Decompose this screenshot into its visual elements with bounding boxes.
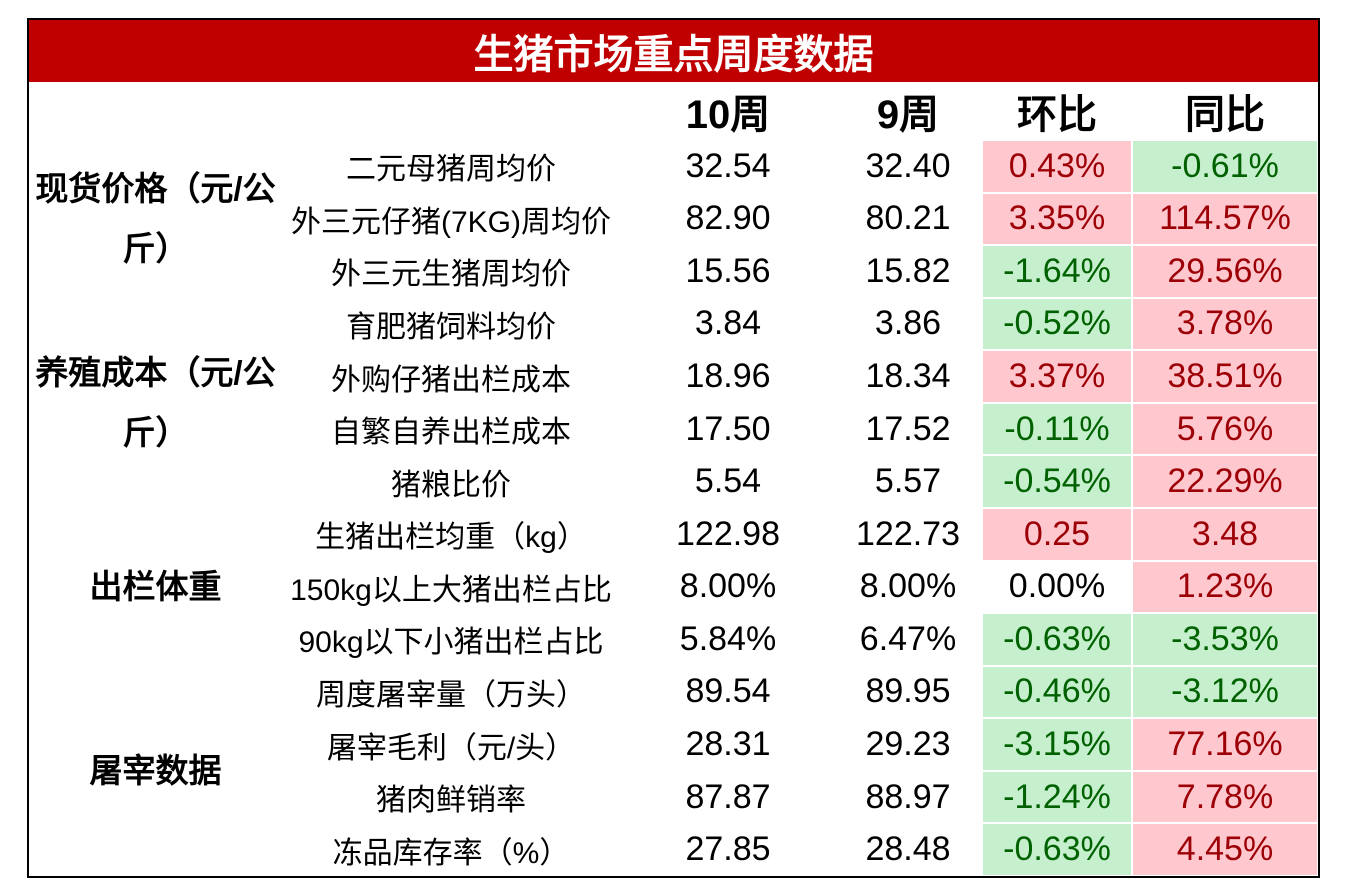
value-cell: 5.57: [874, 462, 942, 501]
change-cell: -0.63%: [982, 823, 1132, 876]
value-cell: 88.97: [865, 777, 951, 816]
change-cell: 3.35%: [982, 192, 1132, 246]
value-cell: 17.50: [685, 409, 771, 448]
table-title: 生猪市场重点周度数据: [29, 20, 1318, 82]
change-cell: -0.54%: [982, 455, 1132, 508]
value-cell: 27.85: [685, 830, 771, 869]
value-cell: 18.96: [685, 357, 771, 396]
column-header: 10周: [685, 93, 771, 137]
value-cell: 28.31: [685, 725, 771, 764]
value-cell: 3.86: [874, 304, 942, 343]
value-cell: 15.82: [865, 251, 951, 290]
change-cell: -1.64%: [982, 245, 1132, 298]
row-name: 外三元仔猪(7KG)周均价: [290, 205, 611, 239]
change-cell: 22.29%: [1132, 455, 1318, 508]
group-label: 现货价格（元/公斤）: [35, 169, 276, 267]
value-cell: 122.73: [856, 514, 960, 553]
row-name: 外三元生猪周均价: [331, 258, 571, 292]
change-cell: 4.45%: [1132, 823, 1318, 876]
change-cell: -3.53%: [1132, 613, 1318, 666]
change-cell: 77.16%: [1132, 718, 1318, 771]
change-cell: 0.43%: [982, 140, 1132, 193]
change-cell: -3.15%: [982, 718, 1132, 771]
value-cell: 17.52: [865, 409, 951, 448]
value-cell: 80.21: [865, 199, 951, 238]
table: 生猪市场重点周度数据 10周 9周 环比 同比二元母猪周均价 32.54 32.40 0.4…: [27, 18, 1320, 878]
change-cell: 5.76%: [1132, 402, 1318, 456]
column-header: 环比: [1017, 93, 1097, 137]
row-name: 90kg以下小猪出栏占比: [298, 626, 604, 660]
change-cell: -3.12%: [1132, 665, 1318, 719]
value-cell: 82.90: [685, 199, 771, 238]
row-name: 生猪出栏均重（kg）: [315, 521, 587, 555]
change-cell: 0.00%: [982, 560, 1132, 614]
row-name: 育肥猪饲料均价: [346, 310, 556, 344]
group-label: 养殖成本（元/公斤）: [35, 353, 276, 451]
row-name: 自繁自养出栏成本: [331, 416, 571, 450]
change-cell: 3.78%: [1132, 297, 1318, 351]
value-cell: 5.54: [694, 462, 762, 501]
value-cell: 89.95: [865, 672, 951, 711]
value-cell: 3.84: [694, 304, 762, 343]
value-cell: 89.54: [685, 672, 771, 711]
change-cell: -0.46%: [982, 665, 1132, 719]
column-header: 同比: [1185, 93, 1265, 137]
value-cell: 6.47%: [859, 619, 957, 658]
group-label: 屠宰数据: [89, 751, 222, 789]
row-name: 猪肉鲜销率: [376, 784, 526, 818]
row-name: 外购仔猪出栏成本: [331, 363, 571, 397]
value-cell: 29.23: [865, 725, 951, 764]
change-cell: -0.61%: [1132, 140, 1318, 193]
value-cell: 18.34: [865, 357, 951, 396]
change-cell: 1.23%: [1132, 560, 1318, 614]
value-cell: 32.40: [865, 146, 951, 185]
value-cell: 32.54: [685, 146, 771, 185]
value-cell: 5.84%: [679, 619, 777, 658]
change-cell: -0.63%: [982, 613, 1132, 666]
value-cell: 122.98: [676, 514, 780, 553]
change-cell: -0.11%: [982, 402, 1132, 456]
change-cell: 38.51%: [1132, 350, 1318, 403]
row-name: 150kg以上大猪出栏占比: [290, 573, 612, 607]
row-name: 冻品库存率（%）: [332, 836, 570, 870]
change-cell: 0.25: [982, 508, 1132, 561]
value-cell: 8.00%: [859, 567, 957, 606]
value-cell: 87.87: [685, 777, 771, 816]
row-name: 二元母猪周均价: [346, 153, 556, 187]
change-cell: 114.57%: [1132, 192, 1318, 246]
change-cell: -0.52%: [982, 297, 1132, 351]
change-cell: 7.78%: [1132, 770, 1318, 824]
row-name: 屠宰毛利（元/头）: [326, 731, 576, 765]
value-cell: 28.48: [865, 830, 951, 869]
change-cell: 3.48: [1132, 508, 1318, 561]
row-name: 猪粮比价: [391, 468, 511, 502]
change-cell: -1.24%: [982, 770, 1132, 824]
change-cell: 29.56%: [1132, 245, 1318, 298]
value-cell: 8.00%: [679, 567, 777, 606]
value-cell: 15.56: [685, 251, 771, 290]
column-header: 9周: [876, 93, 940, 137]
group-label: 出栏体重: [89, 567, 222, 605]
change-cell: 3.37%: [982, 350, 1132, 403]
row-name: 周度屠宰量（万头）: [316, 678, 586, 712]
